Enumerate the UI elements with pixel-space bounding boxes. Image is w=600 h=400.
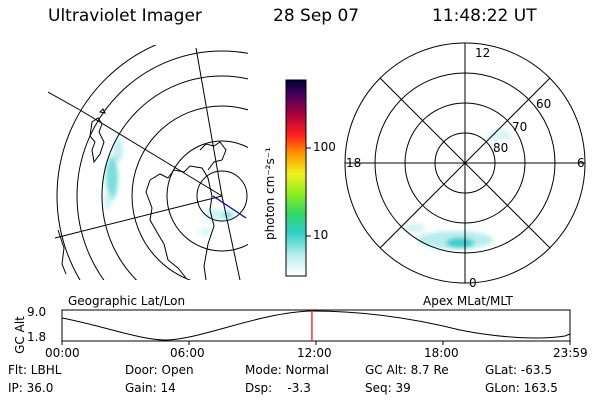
mlt-label-12: 12 [475,46,491,60]
geo-frame [48,45,248,280]
altitude-curve [61,310,571,341]
altitude-timeline [61,309,571,345]
info-dsp: Dsp: -3.3 [245,381,311,395]
geographic-map [48,45,248,280]
timeline-ylabel: GC Alt [13,316,27,354]
time-label: 11:48:22 UT [432,6,537,26]
instrument-title: Ultraviolet Imager [48,6,202,26]
colorbar-ticks [306,147,311,237]
info-door: Door: Open [125,363,194,377]
geo-aurora-emission [104,138,233,236]
colorbar [285,79,307,277]
colorbar-tick-100: 100 [313,140,336,154]
geo-coastlines [57,108,227,280]
info-glat: GLat: -63.5 [485,363,552,377]
mlt-label-6: 6 [577,156,585,170]
geo-meridians [48,47,241,280]
info-gain: Gain: 14 [125,381,176,395]
time-tick-0000: 00:00 [45,346,80,360]
colorbar-unit-label: photon cm⁻²s⁻¹ [263,147,277,240]
info-ip: IP: 36.0 [8,381,54,395]
mlat-label-70: 70 [512,120,528,134]
polar-map [344,42,586,284]
date-label: 28 Sep 07 [273,6,360,26]
time-tick-0600: 06:00 [170,346,205,360]
timeline-ymax: 9.0 [27,305,47,319]
polar-aurora-emission [405,129,512,249]
geo-caption: Geographic Lat/Lon [68,294,186,308]
polar-caption: Apex MLat/MLT [423,294,513,308]
timeline-ymin: 1.8 [27,330,47,344]
time-tick-1200: 12:00 [297,346,332,360]
info-mode: Mode: Normal [245,363,329,377]
time-tick-1800: 18:00 [424,346,459,360]
info-seq: Seq: 39 [365,381,411,395]
mlat-label-80: 80 [493,141,509,155]
mlat-label-60: 60 [536,97,552,111]
colorbar-tick-10: 10 [313,228,329,242]
geo-latitude-circles [56,45,248,280]
info-glon: GLon: 163.5 [485,381,558,395]
mlt-label-0: 0 [469,276,477,290]
geo-orbit-track [212,195,247,219]
info-gc-alt: GC Alt: 8.7 Re [365,363,449,377]
timeline-ticks [61,341,571,345]
info-flt: Flt: LBHL [8,363,62,377]
mlt-label-18: 18 [346,156,362,170]
time-tick-2359: 23:59 [553,346,588,360]
polar-mlt-spokes [345,43,585,283]
